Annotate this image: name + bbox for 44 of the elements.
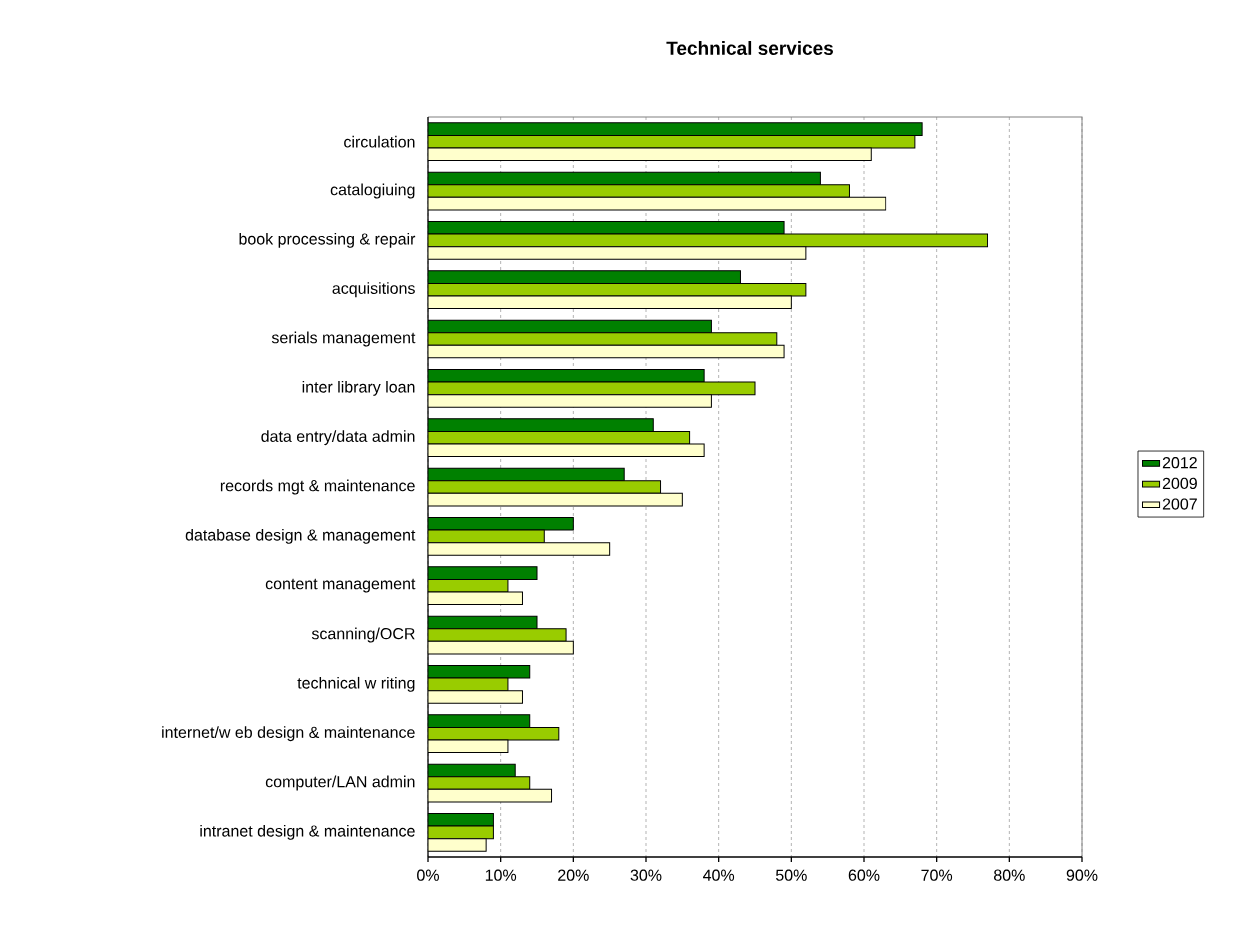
bar [428, 776, 531, 790]
y-tick-label: database design & management [185, 528, 416, 544]
x-tick-label: 90% [1066, 869, 1098, 881]
bar [428, 690, 523, 704]
y-tick-label: technical w riting [297, 676, 415, 692]
y-tick-label: book processing & repair [239, 232, 416, 248]
bar [428, 246, 807, 260]
bar [428, 270, 741, 284]
legend-label: 2007 [1162, 498, 1197, 510]
bar [428, 332, 778, 346]
y-tick-label: acquisitions [332, 282, 415, 298]
bar [428, 480, 662, 494]
y-tick-label: inter library loan [302, 380, 415, 396]
x-tick-label: 60% [848, 869, 880, 881]
chart-title: Technical services [666, 41, 833, 55]
bar [428, 184, 850, 198]
x-tick-label: 70% [921, 869, 953, 881]
bar [428, 122, 923, 136]
y-tick-label: records mgt & maintenance [220, 479, 415, 495]
y-tick-label: content management [265, 578, 416, 593]
y-tick-label: intranet design & maintenance [200, 824, 415, 840]
bar [428, 566, 538, 580]
x-tick-label: 0% [417, 869, 439, 881]
legend-label: 2012 [1162, 457, 1197, 469]
y-tick-label: scanning/OCR [311, 627, 415, 643]
legend-label: 2009 [1162, 477, 1197, 490]
x-tick-label: 20% [558, 869, 589, 881]
y-tick-label: data entry/data admin [261, 430, 415, 446]
y-tick-label: serials management [271, 331, 416, 347]
y-tick-label: computer/LAN admin [265, 775, 415, 791]
x-tick-label: 50% [775, 869, 807, 881]
x-tick-label: 30% [630, 869, 662, 881]
bar [428, 628, 567, 642]
x-tick-label: 80% [994, 869, 1025, 881]
bar [428, 418, 654, 432]
y-tick-label: circulation [344, 135, 415, 148]
y-tick-label: internet/w eb design & maintenance [162, 726, 415, 742]
bar [428, 542, 611, 556]
bar [428, 838, 487, 852]
x-tick-label: 10% [485, 869, 517, 881]
y-tick-label: catalogiuing [330, 183, 415, 199]
x-tick-label: 40% [703, 869, 735, 881]
bar [428, 394, 712, 408]
bar [428, 714, 531, 728]
